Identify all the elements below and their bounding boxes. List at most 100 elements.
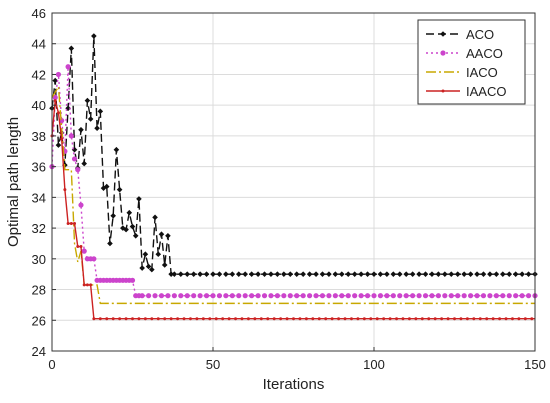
data-point-iaaco [446, 317, 450, 321]
data-point-aco [223, 271, 229, 277]
data-point-aco [409, 271, 416, 277]
data-point-iaaco [124, 317, 128, 321]
data-point-aco [248, 271, 255, 277]
data-point-aco [81, 160, 87, 167]
data-point-aaco [461, 293, 467, 299]
data-point-aco [229, 271, 236, 277]
data-point-aaco [171, 293, 177, 299]
data-point-iaaco [343, 317, 347, 321]
x-tick-label: 150 [524, 357, 546, 372]
legend-box [417, 19, 526, 105]
data-point-aaco [223, 293, 229, 299]
data-point-iaaco [472, 317, 476, 321]
data-point-aaco [75, 167, 81, 173]
data-point-aaco [261, 293, 268, 299]
data-point-aco [52, 77, 59, 84]
data-point-aaco [345, 293, 351, 299]
data-point-aaco [319, 293, 326, 299]
data-point-aco [116, 186, 123, 193]
data-point-iaaco [76, 245, 80, 249]
data-point-iaaco [66, 221, 70, 225]
data-point-iaaco [420, 317, 424, 321]
data-point-aco [126, 209, 133, 216]
data-point-aaco [274, 293, 280, 299]
data-point-iaaco [163, 317, 167, 321]
data-point-iaaco [395, 317, 399, 321]
data-point-iaaco [388, 317, 392, 321]
data-point-aco [525, 271, 532, 277]
data-point-iaaco [517, 317, 521, 321]
data-point-aco [123, 226, 129, 233]
data-point-aaco [455, 293, 461, 299]
data-point-iaaco [118, 317, 122, 321]
data-point-aaco [390, 293, 396, 299]
data-point-aaco [474, 293, 480, 299]
data-point-iaaco [60, 137, 64, 141]
data-point-aaco [203, 293, 210, 299]
data-point-aco [461, 271, 467, 277]
data-point-aaco [513, 293, 519, 299]
data-point-aaco [210, 293, 216, 299]
data-point-aco [345, 271, 352, 277]
data-point-aco [493, 271, 500, 277]
y-axis-label: Optimal path length [5, 117, 22, 247]
data-point-aco [145, 263, 152, 270]
data-point-iaaco [92, 317, 96, 321]
data-point-aaco [78, 202, 84, 208]
data-point-aco [97, 108, 104, 115]
data-point-aco [142, 251, 149, 258]
data-point-iaaco [143, 317, 147, 321]
data-point-iaaco [156, 317, 160, 321]
data-point-iaaco [304, 317, 308, 321]
data-point-aco [165, 232, 171, 239]
data-point-aaco [229, 293, 235, 299]
data-point-iaaco [266, 317, 270, 321]
data-point-aaco [268, 293, 274, 299]
data-point-aaco [65, 64, 71, 70]
data-point-aco [339, 271, 345, 277]
x-tick-label: 50 [206, 357, 220, 372]
data-point-aco [384, 271, 390, 277]
data-point-aco [235, 271, 242, 277]
data-point-aaco [422, 293, 429, 299]
y-tick-label: 38 [32, 129, 46, 144]
legend-marker-iaaco [441, 89, 445, 93]
data-point-aco [171, 271, 178, 277]
legend-label-aaco: AACO [466, 46, 503, 61]
data-point-aco [435, 271, 442, 277]
data-point-iaaco [356, 317, 360, 321]
y-tick-label: 42 [32, 67, 46, 82]
data-point-aaco [339, 293, 345, 299]
data-point-iaaco [491, 317, 495, 321]
data-point-iaaco [79, 245, 83, 249]
data-point-aaco [216, 293, 223, 299]
data-point-aaco [255, 293, 261, 299]
data-point-iaaco [259, 317, 263, 321]
data-point-iaaco [349, 317, 353, 321]
data-point-aco [184, 271, 191, 277]
data-point-aco [454, 271, 461, 277]
data-point-iaaco [195, 317, 199, 321]
data-point-aco [139, 265, 145, 271]
data-point-iaaco [131, 317, 134, 321]
data-point-iaaco [459, 317, 463, 321]
data-point-aco [178, 271, 184, 277]
data-point-iaaco [311, 317, 315, 321]
data-point-iaaco [221, 317, 225, 321]
data-point-iaaco [169, 317, 173, 321]
y-tick-label: 40 [32, 98, 46, 113]
data-point-aaco [178, 293, 184, 299]
data-point-aaco [480, 293, 487, 299]
data-point-iaaco [453, 317, 456, 321]
data-point-iaaco [53, 99, 57, 103]
data-point-aaco [371, 293, 377, 299]
data-point-iaaco [510, 317, 514, 321]
axes-box [51, 12, 536, 352]
data-point-aaco [81, 248, 87, 254]
data-point-aaco [352, 293, 358, 299]
data-point-aco [261, 271, 268, 277]
data-point-aco [332, 271, 339, 277]
data-point-aco [429, 271, 435, 277]
data-point-aaco [410, 293, 416, 299]
